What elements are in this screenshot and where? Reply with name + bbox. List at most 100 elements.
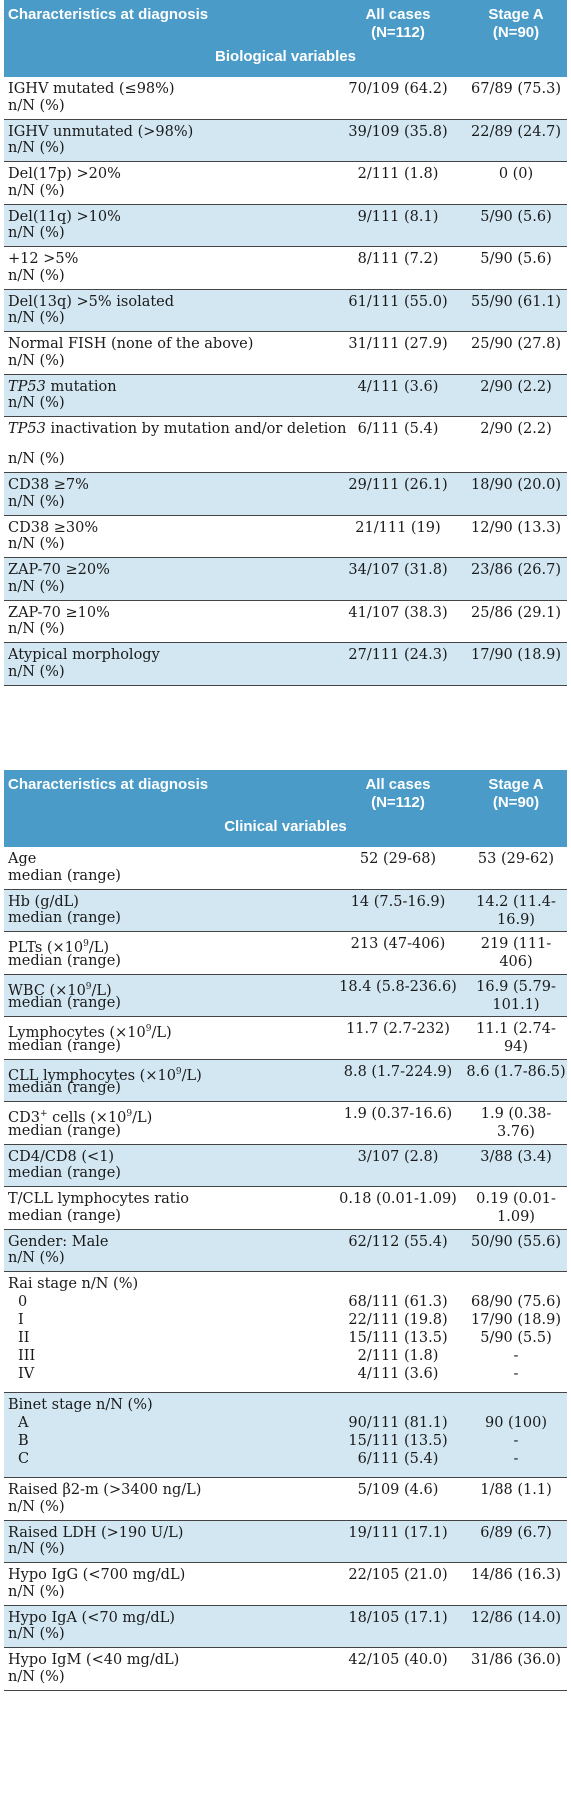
- value-all-cases: 15/111 (13.5): [348, 1433, 448, 1449]
- value-all-cases: 18.4 (5.8-236.6): [339, 978, 457, 995]
- value-stage-a: 1.9 (0.38-3.76): [480, 1106, 552, 1140]
- stage-label: B: [18, 1433, 29, 1449]
- value-stage-a: 0 (0): [498, 166, 534, 182]
- row-unit: median (range): [8, 910, 121, 926]
- table-row: ZAP-70 ≥20% n/N (%) 34/107 (31.8) 23/86 (26…: [4, 558, 567, 601]
- value-stage-a: 8.6 (1.7-86.5): [466, 1063, 566, 1080]
- group-label: Binet stage n/N (%): [8, 1397, 153, 1413]
- row-label: PLTs (×109/L): [8, 939, 110, 956]
- table-row: Normal FISH (none of the above) n/N (%) 31…: [4, 332, 567, 375]
- row-label: +12 >5%: [8, 251, 79, 267]
- value-all-cases: 31/111 (27.9): [348, 336, 448, 352]
- table-row: Del(11q) >10% n/N (%) 9/111 (8.1) 5/90 (5.6…: [4, 204, 567, 247]
- value-stage-a: 16.9 (5.79-101.1): [476, 978, 556, 1013]
- stage-label: II: [18, 1330, 30, 1346]
- row-label: Del(11q) >10%: [8, 208, 121, 225]
- value-stage-a: 5/90 (5.6): [480, 251, 552, 267]
- value-all-cases: 41/107 (38.3): [348, 604, 448, 621]
- table-row: PLTs (×109/L) median (range) 213 (47-406) 2…: [4, 932, 567, 975]
- value-stage-a: -: [513, 1433, 519, 1449]
- row-unit: median (range): [8, 952, 121, 969]
- superscript: 9: [126, 1109, 133, 1119]
- value-all-cases: 6/111 (5.4): [357, 421, 439, 437]
- row-label: CD4/CD8 (<1): [8, 1148, 115, 1165]
- row-unit: n/N (%): [8, 578, 65, 595]
- header-subtitle: Clinical variables: [224, 818, 347, 835]
- row-unit: n/N (%): [8, 1498, 65, 1515]
- stage-label: A: [18, 1415, 29, 1431]
- row-label: Del(13q) >5% isolated: [8, 293, 175, 310]
- table-row: WBC (×109/L) median (range) 18.4 (5.8-236.…: [4, 974, 567, 1017]
- table-row: CD38 ≥7% n/N (%) 29/111 (26.1) 18/90 (20.0): [4, 473, 567, 516]
- table-row: T/CLL lymphocytes ratio median (range) 0.1…: [4, 1187, 567, 1230]
- value-all-cases: 52 (29-68): [359, 851, 437, 867]
- value-all-cases: 62/112 (55.4): [348, 1233, 448, 1250]
- row-unit: n/N (%): [8, 267, 65, 284]
- rai-stage-row: Rai stage n/N (%) 0 68/111 (61.3) 68/90 (75…: [4, 1272, 567, 1393]
- value-stage-a: 12/90 (13.3): [471, 519, 561, 536]
- row-label: Gender: Male: [8, 1233, 109, 1250]
- value-stage-a: 219 (111-406): [480, 936, 552, 970]
- row-unit: n/N (%): [8, 451, 65, 467]
- row-unit: n/N (%): [8, 182, 65, 199]
- value-all-cases: 2/111 (1.8): [357, 166, 439, 182]
- superscript: 9: [175, 1066, 182, 1077]
- value-all-cases: 61/111 (55.0): [348, 293, 448, 310]
- row-unit: n/N (%): [8, 493, 65, 510]
- value-stage-a: -: [513, 1348, 519, 1364]
- row-label: Normal FISH (none of the above): [8, 336, 254, 352]
- value-all-cases: 27/111 (24.3): [348, 647, 448, 663]
- table-row: Hb (g/dL) median (range) 14 (7.5-16.9) 14.2…: [4, 889, 567, 932]
- value-all-cases: 18/105 (17.1): [348, 1609, 448, 1626]
- value-all-cases: 15/111 (13.5): [348, 1330, 448, 1346]
- table-row: ZAP-70 ≥10% n/N (%) 41/107 (38.3) 25/86 (29…: [4, 601, 567, 643]
- value-all-cases: 3/107 (2.8): [357, 1148, 439, 1165]
- value-all-cases: 4/111 (3.6): [357, 1366, 439, 1382]
- value-all-cases: 4/111 (3.6): [357, 378, 439, 395]
- table-row: Del(13q) >5% isolated n/N (%) 61/111 (55.0…: [4, 289, 567, 332]
- value-stage-a: 90 (100): [484, 1415, 548, 1431]
- row-label: Del(17p) >20%: [8, 166, 121, 182]
- row-unit: median (range): [8, 1122, 121, 1139]
- value-stage-a: 1/88 (1.1): [480, 1482, 552, 1498]
- stage-label: IV: [18, 1366, 35, 1382]
- value-all-cases: 22/105 (21.0): [348, 1567, 448, 1583]
- value-stage-a: 17/90 (18.9): [471, 1312, 561, 1328]
- stage-label: I: [18, 1312, 24, 1328]
- value-stage-a: 0.19 (0.01-1.09): [476, 1191, 556, 1225]
- value-stage-a: 23/86 (26.7): [471, 562, 561, 578]
- row-unit: n/N (%): [8, 536, 65, 552]
- superscript: 9: [85, 981, 92, 992]
- value-all-cases: 70/109 (64.2): [348, 81, 448, 97]
- value-all-cases: 8.8 (1.7-224.9): [343, 1063, 453, 1080]
- row-label: Atypical morphology: [8, 647, 160, 663]
- value-all-cases: 19/111 (17.1): [348, 1524, 448, 1541]
- row-label: ZAP-70 ≥10%: [8, 604, 110, 621]
- header-characteristics: Characteristics at diagnosis: [8, 776, 209, 793]
- value-all-cases: 213 (47-406): [350, 936, 446, 952]
- value-all-cases: 1.9 (0.37-16.6): [343, 1106, 453, 1122]
- row-unit: n/N (%): [8, 352, 65, 369]
- table-row: Raised β2-m (>3400 ng/L) n/N (%) 5/109 (4.…: [4, 1478, 567, 1521]
- table-row: Age median (range) 52 (29-68) 53 (29-62): [4, 847, 567, 890]
- value-all-cases: 90/111 (81.1): [348, 1415, 448, 1431]
- clinical-variables-table: Characteristics at diagnosis All cases (…: [4, 770, 567, 1691]
- header-stage-a: Stage A (N=90): [488, 776, 544, 811]
- row-label: CD3+ cells (×109/L): [8, 1109, 153, 1126]
- value-stage-a: 67/89 (75.3): [471, 81, 561, 97]
- row-label: Raised LDH (>190 U/L): [8, 1524, 184, 1541]
- group-label: Rai stage n/N (%): [8, 1276, 139, 1292]
- table-row: Hypo IgA (<70 mg/dL) n/N (%) 18/105 (17.1)…: [4, 1605, 567, 1648]
- table-row: CD4/CD8 (<1) median (range) 3/107 (2.8) 3/8…: [4, 1144, 567, 1187]
- italic-gene: TP53: [8, 378, 46, 395]
- row-label: IGHV mutated (≤98%): [8, 81, 175, 97]
- value-all-cases: 42/105 (40.0): [348, 1652, 448, 1668]
- row-unit: median (range): [8, 1037, 121, 1054]
- table-row: Del(17p) >20% n/N (%) 2/111 (1.8) 0 (0): [4, 162, 567, 205]
- row-unit: median (range): [8, 1207, 121, 1224]
- table-body: Age median (range) 52 (29-68) 53 (29-62) Hb …: [4, 847, 567, 1691]
- row-label: CLL lymphocytes (×109/L): [8, 1066, 202, 1084]
- value-stage-a: 22/89 (24.7): [471, 123, 561, 140]
- table-row: IGHV mutated (≤98%) n/N (%) 70/109 (64.2) 6…: [4, 77, 567, 120]
- row-label: CD38 ≥30%: [8, 519, 99, 536]
